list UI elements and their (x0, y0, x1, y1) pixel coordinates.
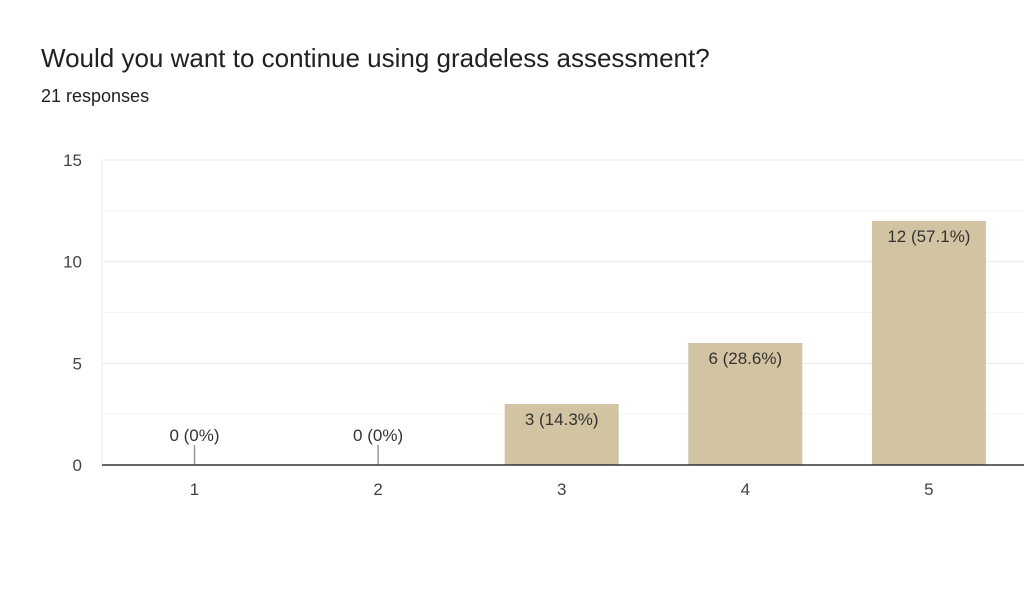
bar-4 (688, 343, 803, 465)
x-tick-label: 3 (557, 480, 566, 499)
bar-3 (504, 404, 619, 465)
y-tick-label: 0 (73, 456, 82, 475)
data-label: 0 (0%) (353, 426, 403, 445)
y-tick-label: 15 (63, 151, 82, 170)
x-tick-label: 5 (924, 480, 933, 499)
data-label: 0 (0%) (169, 426, 219, 445)
x-tick-label: 4 (741, 480, 750, 499)
data-label: 3 (14.3%) (525, 410, 599, 429)
response-count: 21 responses (41, 86, 150, 106)
chart-title: Would you want to continue using gradele… (41, 43, 710, 73)
x-tick-label: 2 (373, 480, 382, 499)
data-label: 12 (57.1%) (887, 227, 970, 246)
data-label: 6 (28.6%) (708, 349, 782, 368)
x-tick-label: 1 (190, 480, 199, 499)
y-tick-label: 10 (63, 253, 82, 272)
y-tick-label: 5 (73, 354, 82, 373)
bar-5 (871, 221, 986, 465)
